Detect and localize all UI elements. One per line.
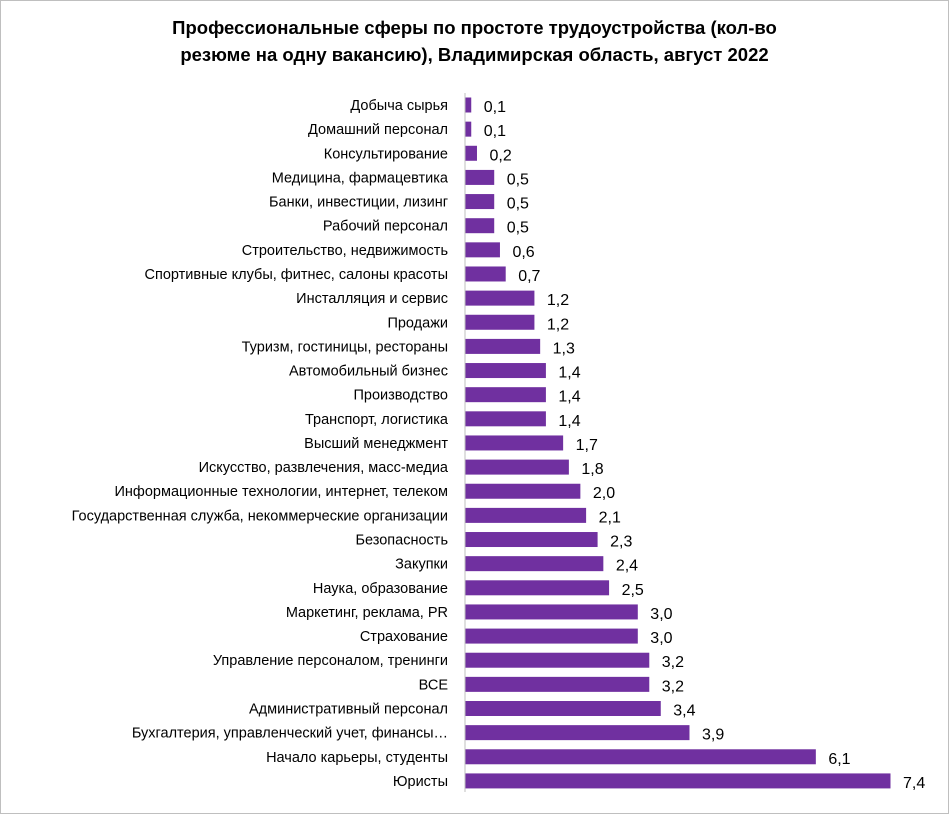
data-label: 7,4 bbox=[903, 775, 925, 792]
data-label: 1,7 bbox=[576, 437, 598, 454]
bar bbox=[465, 749, 816, 765]
data-label: 1,8 bbox=[581, 461, 603, 478]
category-label: Производство bbox=[353, 388, 448, 404]
bar bbox=[465, 604, 638, 620]
data-label: 2,3 bbox=[610, 534, 632, 551]
bar bbox=[465, 652, 650, 668]
chart-title-line-1: Профессиональные сферы по простоте трудо… bbox=[172, 17, 777, 38]
category-label: Страхование bbox=[360, 629, 448, 645]
category-label: Рабочий персонал bbox=[323, 219, 448, 235]
data-label: 0,5 bbox=[507, 220, 529, 237]
data-label: 3,9 bbox=[702, 727, 724, 744]
category-label: Инсталляция и сервис bbox=[296, 291, 448, 307]
bar bbox=[465, 145, 477, 161]
data-label: 0,2 bbox=[489, 147, 511, 164]
bar bbox=[465, 773, 891, 789]
category-label: Юристы bbox=[393, 774, 448, 790]
bar bbox=[465, 580, 610, 596]
category-label: Автомобильный бизнес bbox=[289, 364, 448, 380]
category-label: Туризм, гостиницы, рестораны bbox=[242, 339, 448, 355]
bar bbox=[465, 507, 587, 523]
data-label: 1,4 bbox=[558, 389, 580, 406]
category-label: Домашний персонал bbox=[308, 122, 448, 138]
data-label: 0,5 bbox=[507, 196, 529, 213]
data-label: 0,7 bbox=[518, 268, 540, 285]
category-label: Начало карьеры, студенты bbox=[266, 750, 448, 766]
data-label: 2,4 bbox=[616, 558, 638, 575]
data-label: 1,3 bbox=[553, 340, 575, 357]
bar bbox=[465, 701, 661, 716]
category-label: Консультирование bbox=[324, 146, 448, 162]
bar bbox=[465, 242, 500, 258]
data-label: 3,2 bbox=[662, 678, 684, 695]
bar bbox=[465, 483, 581, 499]
category-label: ВСЕ bbox=[419, 677, 449, 693]
data-label: 3,0 bbox=[650, 606, 672, 623]
data-label: 2,1 bbox=[599, 509, 621, 526]
category-label: Государственная служба, некоммерческие о… bbox=[72, 508, 448, 524]
bar bbox=[465, 387, 546, 403]
bar bbox=[465, 363, 546, 379]
category-label: Транспорт, логистика bbox=[305, 412, 449, 428]
bar bbox=[465, 676, 650, 692]
category-label: Медицина, фармацевтика bbox=[272, 170, 449, 186]
data-label: 1,4 bbox=[558, 413, 580, 430]
category-label: Спортивные клубы, фитнес, салоны красоты bbox=[145, 267, 448, 283]
category-label: Административный персонал bbox=[249, 702, 448, 718]
bar bbox=[465, 266, 506, 282]
bar bbox=[465, 725, 690, 741]
data-label: 0,5 bbox=[507, 171, 529, 188]
bar bbox=[465, 314, 535, 330]
bar bbox=[465, 338, 541, 354]
bar bbox=[465, 556, 604, 572]
bar bbox=[465, 290, 535, 306]
bar bbox=[465, 97, 472, 113]
data-label: 1,2 bbox=[547, 316, 569, 333]
category-label: Добыча сырья bbox=[350, 98, 448, 114]
category-label: Наука, образование bbox=[313, 581, 448, 597]
category-label: Управление персоналом, тренинги bbox=[213, 653, 448, 669]
category-label: Высший менеджмент bbox=[304, 436, 448, 452]
data-label: 1,2 bbox=[547, 292, 569, 309]
bar bbox=[465, 121, 472, 137]
category-label: Строительство, недвижимость bbox=[242, 243, 448, 259]
bar bbox=[465, 459, 569, 475]
data-label: 2,5 bbox=[622, 582, 644, 599]
bar bbox=[465, 411, 546, 427]
category-label: Безопасность bbox=[356, 533, 449, 549]
bar bbox=[465, 194, 495, 210]
category-label: Искусство, развлечения, масс-медиа bbox=[199, 460, 449, 476]
category-label: Закупки bbox=[395, 557, 448, 573]
category-label: Бухгалтерия, управленческий учет, финанс… bbox=[132, 726, 448, 742]
category-label: Маркетинг, реклама, PR bbox=[286, 605, 448, 621]
chart-title-line-2: резюме на одну вакансию), Владимирская о… bbox=[180, 44, 769, 65]
data-label: 3,2 bbox=[662, 654, 684, 671]
data-label: 0,1 bbox=[484, 123, 506, 140]
data-label: 3,4 bbox=[673, 703, 695, 720]
data-label: 3,0 bbox=[650, 630, 672, 647]
data-label: 2,0 bbox=[593, 485, 615, 502]
bar bbox=[465, 628, 638, 644]
bar bbox=[465, 435, 564, 451]
data-label: 0,6 bbox=[512, 244, 534, 261]
chart-title: Профессиональные сферы по простоте трудо… bbox=[0, 14, 949, 68]
category-label: Продажи bbox=[387, 315, 448, 331]
bar bbox=[465, 169, 495, 185]
data-label: 6,1 bbox=[828, 751, 850, 768]
bar bbox=[465, 218, 495, 234]
data-label: 0,1 bbox=[484, 99, 506, 116]
category-label: Банки, инвестиции, лизинг bbox=[269, 195, 448, 211]
data-label: 1,4 bbox=[558, 365, 580, 382]
category-label: Информационные технологии, интернет, тел… bbox=[115, 484, 449, 500]
bar bbox=[465, 532, 598, 548]
